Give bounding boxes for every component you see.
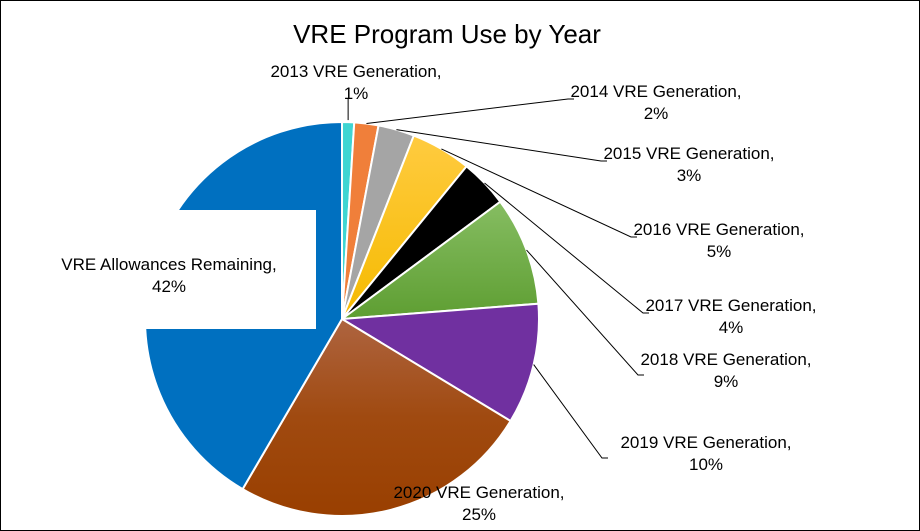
- data-label-5: 2018 VRE Generation, 9%: [640, 350, 811, 391]
- data-label-value: 42%: [152, 277, 186, 296]
- data-label-value: 1%: [344, 84, 369, 103]
- data-label-6: 2019 VRE Generation, 10%: [620, 433, 791, 474]
- leader-line-3: [441, 148, 637, 238]
- leader-line-6: [533, 364, 608, 459]
- pie-slice-7: [241, 317, 512, 517]
- data-label-category: 2016 VRE Generation,: [633, 220, 804, 239]
- data-label-value: 3%: [677, 166, 702, 185]
- data-label-7: 2020 VRE Generation, 25%: [393, 483, 564, 524]
- data-label-value: 10%: [689, 455, 723, 474]
- data-label-8: VRE Allowances Remaining, 42%: [61, 255, 276, 296]
- leader-line-1: [366, 98, 574, 125]
- remaining-label-background: [145, 210, 316, 329]
- data-label-category: 2014 VRE Generation,: [570, 82, 741, 101]
- data-label-4: 2017 VRE Generation, 4%: [645, 296, 816, 337]
- leader-line-5: [526, 249, 644, 376]
- leader-line-4: [484, 182, 649, 314]
- data-label-2: 2015 VRE Generation, 3%: [603, 144, 774, 185]
- pie-slice-6: [338, 302, 540, 423]
- data-label-0: 2013 VRE Generation, 1%: [270, 62, 441, 103]
- data-label-value: 25%: [462, 505, 496, 524]
- data-label-category: 2018 VRE Generation,: [640, 350, 811, 369]
- data-label-category: VRE Allowances Remaining,: [61, 255, 276, 274]
- data-label-value: 4%: [719, 318, 744, 337]
- data-label-value: 2%: [644, 104, 669, 123]
- data-label-category: 2013 VRE Generation,: [270, 62, 441, 81]
- data-label-category: 2015 VRE Generation,: [603, 144, 774, 163]
- data-label-value: 9%: [714, 372, 739, 391]
- pie-slice-5: [338, 200, 540, 321]
- data-label-category: 2017 VRE Generation,: [645, 296, 816, 315]
- data-label-category: 2019 VRE Generation,: [620, 433, 791, 452]
- data-label-value: 5%: [707, 242, 732, 261]
- chart-title: VRE Program Use by Year: [293, 19, 601, 49]
- data-label-category: 2020 VRE Generation,: [393, 483, 564, 502]
- data-label-1: 2014 VRE Generation, 2%: [570, 82, 741, 123]
- data-label-3: 2016 VRE Generation, 5%: [633, 220, 804, 261]
- leader-line-2: [396, 129, 607, 162]
